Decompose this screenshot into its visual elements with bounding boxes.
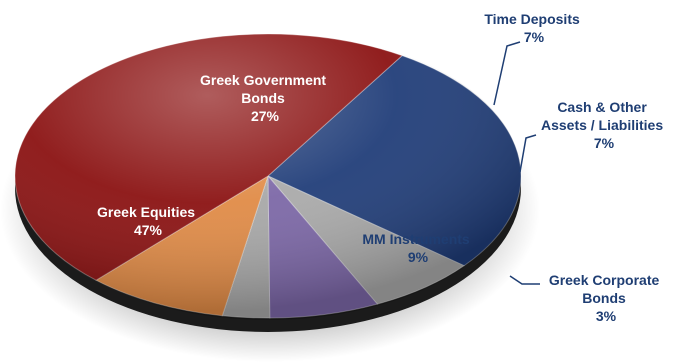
label-greek-government-bonds-line-1: Greek Government [200,72,326,88]
label-time-deposits: Time Deposits 7% [484,11,583,45]
label-time-deposits-line-1: Time Deposits [484,11,580,27]
value-time-deposits: 7% [524,29,545,45]
label-greek-equities-line-1: Greek Equities [97,204,195,220]
value-cash-other: 7% [594,135,615,151]
label-greek-government-bonds-line-2: Bonds [241,90,285,106]
leader-time-deposits [493,41,521,106]
label-cash-other-line-2: Assets / Liabilities [541,117,663,133]
label-greek-government-bonds: Greek Government Bonds 27% [200,72,330,124]
label-cash-other: Cash & Other Assets / Liabilities 7% [541,99,667,151]
label-greek-corporate-bonds-line-2: Bonds [582,290,626,306]
value-greek-corporate-bonds: 3% [596,308,617,324]
value-greek-government-bonds: 27% [251,108,280,124]
value-greek-equities: 47% [134,222,163,238]
value-mm-instruments: 9% [408,249,429,265]
label-mm-instruments: MM Instruments 9% [362,231,473,265]
label-greek-corporate-bonds-line-1: Greek Corporate [549,272,660,288]
leader-corporate-bonds [509,275,540,285]
label-greek-equities: Greek Equities 47% [97,204,199,238]
leader-cash-other [519,134,537,173]
label-greek-corporate-bonds: Greek Corporate Bonds 3% [549,272,663,324]
label-cash-other-line-1: Cash & Other [557,99,647,115]
label-mm-instruments-line-1: MM Instruments [362,231,470,247]
